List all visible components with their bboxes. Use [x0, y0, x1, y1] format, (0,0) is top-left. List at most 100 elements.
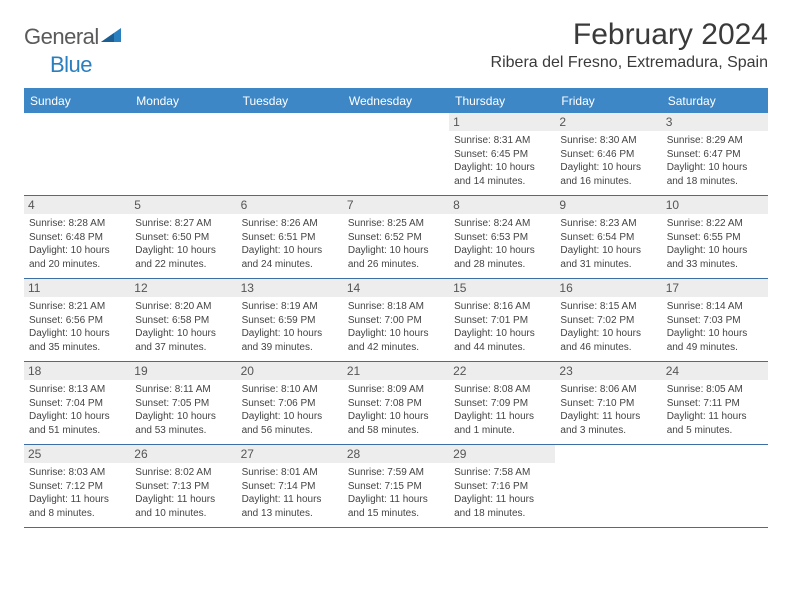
- sunrise-line: Sunrise: 8:02 AM: [135, 466, 231, 480]
- sunrise-line: Sunrise: 8:26 AM: [242, 217, 338, 231]
- daylight-line: and 56 minutes.: [242, 424, 338, 438]
- day-number: 15: [449, 279, 555, 297]
- sunset-line: Sunset: 6:55 PM: [667, 231, 763, 245]
- day-cell: [24, 113, 130, 195]
- day-number: 13: [237, 279, 343, 297]
- day-cell: 18Sunrise: 8:13 AMSunset: 7:04 PMDayligh…: [24, 362, 130, 444]
- day-cell: [555, 445, 661, 527]
- dayhead-tue: Tuesday: [237, 90, 343, 113]
- day-cell: 16Sunrise: 8:15 AMSunset: 7:02 PMDayligh…: [555, 279, 661, 361]
- daylight-line: and 58 minutes.: [348, 424, 444, 438]
- daylight-line: and 18 minutes.: [454, 507, 550, 521]
- logo-text-blue: Blue: [50, 52, 92, 77]
- daylight-line: Daylight: 11 hours: [454, 493, 550, 507]
- sunrise-line: Sunrise: 8:06 AM: [560, 383, 656, 397]
- sunset-line: Sunset: 7:00 PM: [348, 314, 444, 328]
- daylight-line: Daylight: 10 hours: [135, 327, 231, 341]
- day-cell: 8Sunrise: 8:24 AMSunset: 6:53 PMDaylight…: [449, 196, 555, 278]
- day-number: 21: [343, 362, 449, 380]
- daylight-line: Daylight: 11 hours: [135, 493, 231, 507]
- day-number: 3: [662, 113, 768, 131]
- day-cell: [662, 445, 768, 527]
- daylight-line: Daylight: 10 hours: [242, 244, 338, 258]
- daylight-line: and 8 minutes.: [29, 507, 125, 521]
- sunrise-line: Sunrise: 8:16 AM: [454, 300, 550, 314]
- daylight-line: Daylight: 10 hours: [29, 244, 125, 258]
- logo: General: [24, 18, 125, 50]
- day-number: 6: [237, 196, 343, 214]
- day-cell: 4Sunrise: 8:28 AMSunset: 6:48 PMDaylight…: [24, 196, 130, 278]
- daylight-line: and 18 minutes.: [667, 175, 763, 189]
- day-cell: 9Sunrise: 8:23 AMSunset: 6:54 PMDaylight…: [555, 196, 661, 278]
- day-cell: 20Sunrise: 8:10 AMSunset: 7:06 PMDayligh…: [237, 362, 343, 444]
- day-number: 16: [555, 279, 661, 297]
- sunrise-line: Sunrise: 8:09 AM: [348, 383, 444, 397]
- sunrise-line: Sunrise: 8:20 AM: [135, 300, 231, 314]
- day-number: 5: [130, 196, 236, 214]
- sunset-line: Sunset: 7:05 PM: [135, 397, 231, 411]
- daylight-line: Daylight: 10 hours: [560, 244, 656, 258]
- daylight-line: and 46 minutes.: [560, 341, 656, 355]
- week-row: 25Sunrise: 8:03 AMSunset: 7:12 PMDayligh…: [24, 445, 768, 528]
- daylight-line: and 53 minutes.: [135, 424, 231, 438]
- title-block: February 2024 Ribera del Fresno, Extrema…: [491, 18, 768, 72]
- daylight-line: and 20 minutes.: [29, 258, 125, 272]
- dayhead-fri: Friday: [555, 90, 661, 113]
- daylight-line: Daylight: 10 hours: [29, 327, 125, 341]
- sunset-line: Sunset: 6:52 PM: [348, 231, 444, 245]
- daylight-line: Daylight: 10 hours: [667, 327, 763, 341]
- sunset-line: Sunset: 7:09 PM: [454, 397, 550, 411]
- sunset-line: Sunset: 7:03 PM: [667, 314, 763, 328]
- day-number: 17: [662, 279, 768, 297]
- daylight-line: and 31 minutes.: [560, 258, 656, 272]
- daylight-line: and 49 minutes.: [667, 341, 763, 355]
- daylight-line: and 5 minutes.: [667, 424, 763, 438]
- day-cell: 26Sunrise: 8:02 AMSunset: 7:13 PMDayligh…: [130, 445, 236, 527]
- day-cell: 23Sunrise: 8:06 AMSunset: 7:10 PMDayligh…: [555, 362, 661, 444]
- daylight-line: Daylight: 11 hours: [560, 410, 656, 424]
- dayhead-sat: Saturday: [662, 90, 768, 113]
- sunrise-line: Sunrise: 8:25 AM: [348, 217, 444, 231]
- sunset-line: Sunset: 6:48 PM: [29, 231, 125, 245]
- daylight-line: and 22 minutes.: [135, 258, 231, 272]
- day-number: 27: [237, 445, 343, 463]
- daylight-line: Daylight: 11 hours: [348, 493, 444, 507]
- day-number: 8: [449, 196, 555, 214]
- day-number: 28: [343, 445, 449, 463]
- sunrise-line: Sunrise: 8:01 AM: [242, 466, 338, 480]
- daylight-line: Daylight: 11 hours: [667, 410, 763, 424]
- day-header-row: Sunday Monday Tuesday Wednesday Thursday…: [24, 90, 768, 113]
- sunrise-line: Sunrise: 8:19 AM: [242, 300, 338, 314]
- daylight-line: and 37 minutes.: [135, 341, 231, 355]
- sunset-line: Sunset: 6:59 PM: [242, 314, 338, 328]
- sunset-line: Sunset: 7:04 PM: [29, 397, 125, 411]
- daylight-line: Daylight: 10 hours: [454, 244, 550, 258]
- sunset-line: Sunset: 7:15 PM: [348, 480, 444, 494]
- week-row: 18Sunrise: 8:13 AMSunset: 7:04 PMDayligh…: [24, 362, 768, 445]
- sunrise-line: Sunrise: 8:05 AM: [667, 383, 763, 397]
- daylight-line: Daylight: 10 hours: [135, 410, 231, 424]
- daylight-line: and 13 minutes.: [242, 507, 338, 521]
- day-cell: 2Sunrise: 8:30 AMSunset: 6:46 PMDaylight…: [555, 113, 661, 195]
- daylight-line: Daylight: 10 hours: [348, 244, 444, 258]
- daylight-line: Daylight: 10 hours: [242, 410, 338, 424]
- daylight-line: and 26 minutes.: [348, 258, 444, 272]
- day-number: 4: [24, 196, 130, 214]
- daylight-line: Daylight: 10 hours: [454, 161, 550, 175]
- day-cell: 14Sunrise: 8:18 AMSunset: 7:00 PMDayligh…: [343, 279, 449, 361]
- day-number: 19: [130, 362, 236, 380]
- sunset-line: Sunset: 7:13 PM: [135, 480, 231, 494]
- day-cell: 11Sunrise: 8:21 AMSunset: 6:56 PMDayligh…: [24, 279, 130, 361]
- daylight-line: and 44 minutes.: [454, 341, 550, 355]
- sunrise-line: Sunrise: 8:13 AM: [29, 383, 125, 397]
- daylight-line: Daylight: 10 hours: [560, 327, 656, 341]
- daylight-line: and 28 minutes.: [454, 258, 550, 272]
- sunset-line: Sunset: 6:47 PM: [667, 148, 763, 162]
- day-number: 23: [555, 362, 661, 380]
- daylight-line: and 14 minutes.: [454, 175, 550, 189]
- sunrise-line: Sunrise: 8:29 AM: [667, 134, 763, 148]
- day-cell: 10Sunrise: 8:22 AMSunset: 6:55 PMDayligh…: [662, 196, 768, 278]
- sunset-line: Sunset: 6:58 PM: [135, 314, 231, 328]
- dayhead-sun: Sunday: [24, 90, 130, 113]
- sunrise-line: Sunrise: 8:15 AM: [560, 300, 656, 314]
